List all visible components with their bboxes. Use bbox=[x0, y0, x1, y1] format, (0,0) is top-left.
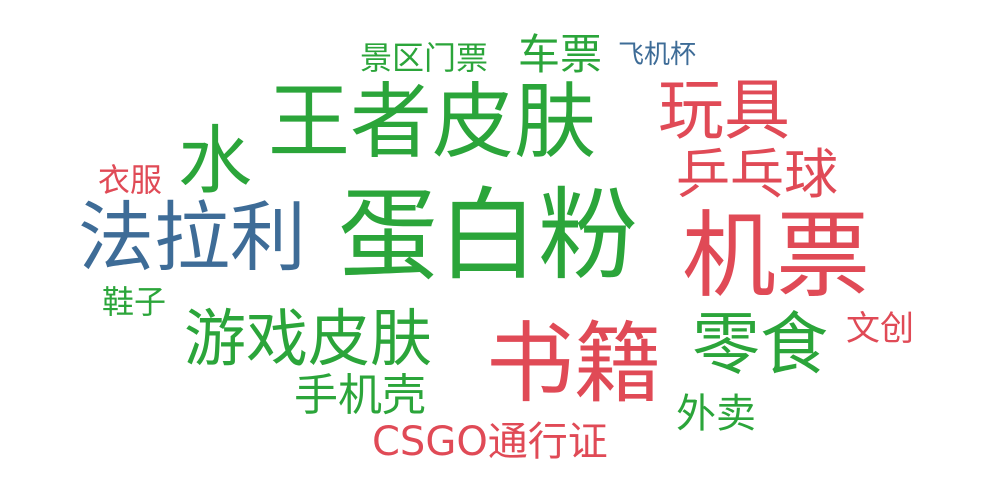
word-chepiao: 车票 bbox=[518, 30, 603, 79]
word-youxi-pifu: 游戏皮肤 bbox=[184, 302, 433, 375]
word-wanju: 玩具 bbox=[658, 72, 790, 149]
word-shuji: 书籍 bbox=[486, 312, 663, 415]
word-lingshi: 零食 bbox=[692, 306, 829, 385]
word-wenchuang: 文创 bbox=[846, 309, 914, 349]
word-xiezi: 鞋子 bbox=[102, 283, 167, 321]
word-yifu: 衣服 bbox=[98, 161, 163, 199]
word-feijibei: 飞机杯 bbox=[618, 40, 697, 70]
word-shui: 水 bbox=[178, 118, 252, 204]
word-shoujike: 手机壳 bbox=[294, 370, 426, 421]
word-falali: 法拉利 bbox=[78, 193, 306, 282]
word-waimai: 外卖 bbox=[676, 391, 756, 437]
word-jipiao: 机票 bbox=[682, 202, 871, 311]
word-wangzhe-pifu: 王者皮肤 bbox=[268, 75, 597, 170]
word-jingqu-menpiao: 景区门票 bbox=[360, 39, 489, 77]
word-pingpangqiu: 乒乓球 bbox=[676, 143, 838, 206]
word-danbaifen: 蛋白粉 bbox=[338, 177, 638, 294]
word-csgo-tongxingzheng: CSGO通行证 bbox=[372, 419, 608, 465]
